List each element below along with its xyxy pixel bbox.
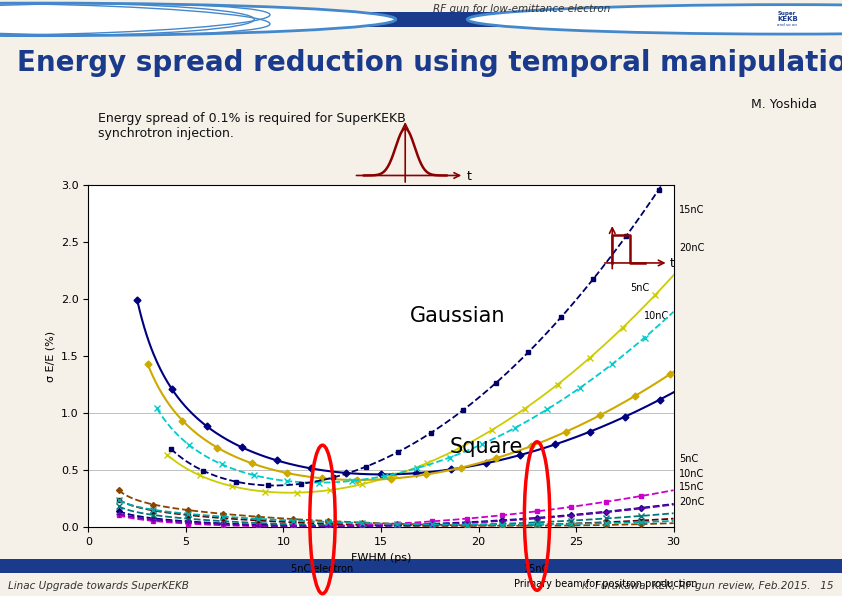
Text: t: t: [467, 170, 472, 183]
Text: 15nC: 15nC: [679, 205, 705, 215]
Bar: [0, 559, 842, 573]
X-axis label: FWHM (ps): FWHM (ps): [351, 552, 411, 563]
Text: M. Yoshida: M. Yoshida: [751, 98, 817, 111]
Text: Gaussian: Gaussian: [410, 306, 506, 326]
Text: 20nC: 20nC: [679, 497, 705, 507]
Text: Energy spread of 0.1% is required for SuperKEKB
synchrotron injection.: Energy spread of 0.1% is required for Su…: [98, 113, 405, 140]
Circle shape: [467, 5, 842, 34]
Text: 20nC: 20nC: [679, 243, 705, 253]
Circle shape: [0, 3, 396, 36]
Text: Linac Upgrade towards SuperKEKB: Linac Upgrade towards SuperKEKB: [8, 581, 189, 591]
Text: Super: Super: [778, 11, 797, 16]
Text: 5nC: 5nC: [679, 454, 699, 464]
Text: KEKB: KEKB: [777, 16, 797, 23]
Text: 15nC: 15nC: [525, 564, 550, 574]
Text: K. Furukawa, KEK, RF-gun review, Feb.2015.   15: K. Furukawa, KEK, RF-gun review, Feb.201…: [582, 581, 834, 591]
Bar: [0, 12, 842, 27]
Text: Energy spread reduction using temporal manipulation: Energy spread reduction using temporal m…: [17, 49, 842, 76]
Text: 5nC: 5nC: [631, 283, 650, 293]
Text: 10nC: 10nC: [679, 469, 705, 479]
Text: 15nC: 15nC: [679, 483, 705, 492]
Text: 5nC electron: 5nC electron: [291, 564, 354, 574]
Text: Primary beam for positron production: Primary beam for positron production: [514, 579, 697, 589]
Text: 10nC: 10nC: [644, 311, 669, 321]
Y-axis label: σ E/E (%): σ E/E (%): [45, 331, 56, 381]
Text: RF gun for low-emittance electron: RF gun for low-emittance electron: [434, 4, 610, 14]
Text: t: t: [669, 257, 674, 271]
Text: Square: Square: [450, 437, 523, 457]
Text: and so on: and so on: [777, 23, 797, 27]
